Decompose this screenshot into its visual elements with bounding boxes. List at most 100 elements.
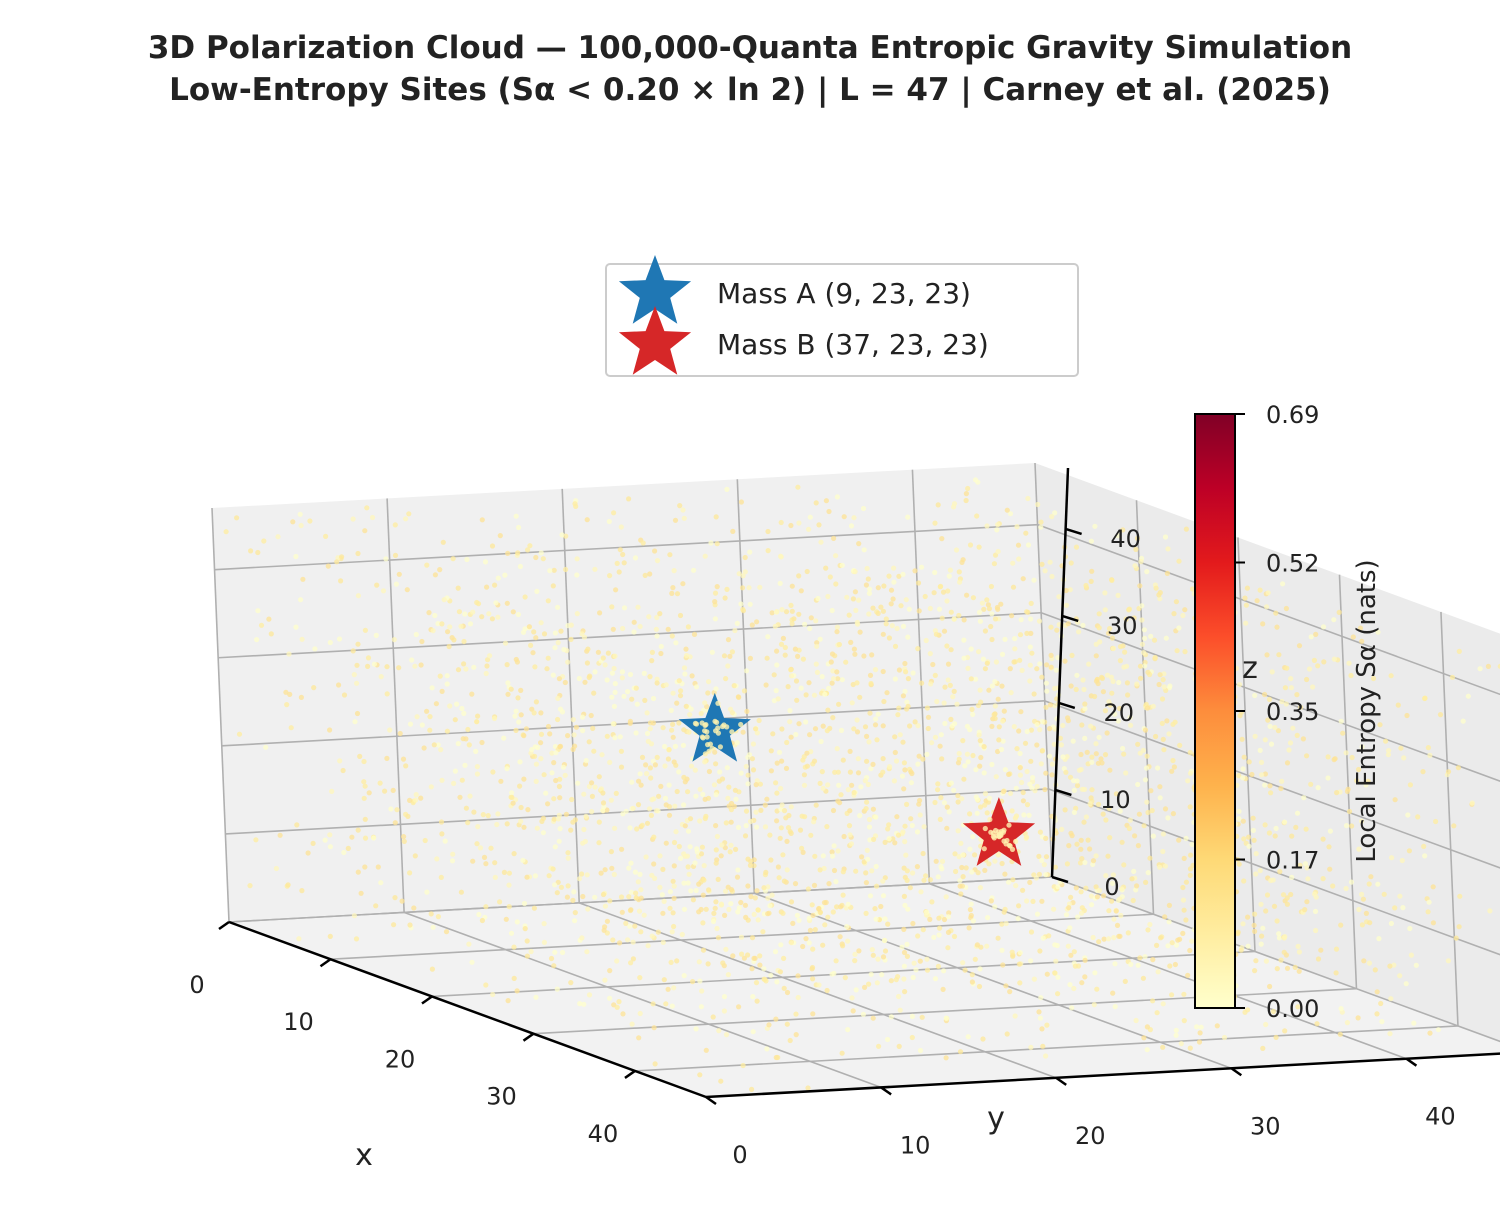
data-point <box>597 610 603 616</box>
data-point <box>1295 943 1301 950</box>
data-point <box>829 971 835 977</box>
data-point <box>676 720 682 726</box>
data-point <box>644 820 651 826</box>
data-point <box>503 916 509 922</box>
data-point <box>850 1008 856 1014</box>
data-point <box>520 857 526 863</box>
data-point <box>325 563 331 569</box>
data-point <box>805 886 812 892</box>
data-point <box>736 905 742 911</box>
data-point <box>581 791 587 797</box>
data-point <box>989 723 995 730</box>
data-point <box>936 932 942 938</box>
data-point <box>541 772 547 778</box>
data-point <box>668 959 674 966</box>
data-point <box>1278 785 1284 792</box>
data-point <box>1089 902 1095 908</box>
data-point <box>791 616 797 622</box>
data-point <box>1366 881 1372 887</box>
data-point <box>1236 682 1243 688</box>
data-point <box>1150 703 1156 709</box>
data-point <box>1055 655 1061 661</box>
data-point <box>1406 848 1412 854</box>
data-point <box>982 628 989 634</box>
data-point <box>995 606 1001 612</box>
data-point <box>880 631 886 637</box>
data-point <box>808 615 814 621</box>
data-point <box>327 933 333 940</box>
data-point <box>1173 1032 1179 1038</box>
data-point <box>864 847 870 854</box>
data-point <box>880 608 887 614</box>
data-point <box>1131 868 1137 875</box>
data-point <box>660 910 666 916</box>
data-point <box>914 829 921 835</box>
data-point <box>1063 912 1070 918</box>
data-point <box>337 758 343 764</box>
data-point <box>439 831 445 837</box>
data-point <box>1264 652 1270 658</box>
data-point <box>968 646 974 652</box>
data-point <box>778 641 785 647</box>
data-point <box>948 716 954 723</box>
data-point <box>1047 726 1053 732</box>
data-point <box>735 867 741 873</box>
data-point <box>1037 1015 1043 1021</box>
y-tick-label: 20 <box>1075 1122 1106 1150</box>
data-point <box>1076 629 1082 635</box>
data-point <box>1001 909 1007 915</box>
data-point <box>1043 1053 1049 1059</box>
y-axis-label: y <box>987 1101 1005 1136</box>
data-point <box>355 869 361 875</box>
data-point <box>1296 968 1302 974</box>
data-point <box>1370 675 1377 682</box>
data-point <box>765 634 771 640</box>
data-point <box>686 729 692 735</box>
data-point <box>300 576 306 582</box>
data-point <box>1009 846 1016 853</box>
data-point <box>902 823 908 829</box>
data-point <box>1346 808 1353 815</box>
data-point <box>904 801 910 808</box>
grid-line <box>431 950 1256 998</box>
data-point <box>1144 705 1151 711</box>
data-point <box>391 922 397 928</box>
data-point <box>1014 746 1020 752</box>
data-point <box>1165 546 1171 552</box>
data-point <box>1109 690 1115 696</box>
data-point <box>728 819 734 825</box>
data-point <box>1282 685 1288 691</box>
grid-line <box>225 788 1049 835</box>
data-point <box>637 871 643 878</box>
data-point <box>1052 510 1058 516</box>
data-point <box>885 826 891 832</box>
data-point <box>1176 837 1182 843</box>
data-point <box>874 980 880 986</box>
data-point <box>383 556 389 562</box>
data-point <box>1378 1000 1384 1007</box>
data-point <box>1010 560 1016 566</box>
data-point <box>611 703 618 710</box>
z-tick-label: 30 <box>1107 612 1138 640</box>
data-point <box>776 749 783 755</box>
data-point <box>1283 605 1289 612</box>
data-point <box>508 930 515 936</box>
data-point <box>1433 818 1439 825</box>
data-point <box>447 703 453 709</box>
data-point <box>684 652 690 659</box>
data-point <box>1028 600 1034 607</box>
data-point <box>902 902 908 909</box>
data-point <box>996 737 1002 743</box>
data-point <box>772 623 778 630</box>
y-tick-label: 40 <box>1425 1103 1456 1131</box>
data-point <box>869 947 875 953</box>
data-point <box>1067 925 1073 931</box>
data-point <box>1449 674 1455 680</box>
data-point <box>1044 971 1050 977</box>
data-point <box>857 629 863 635</box>
data-point <box>713 728 719 734</box>
data-point <box>1333 946 1340 952</box>
data-point <box>935 781 941 787</box>
data-point <box>673 829 679 835</box>
data-point <box>377 780 383 786</box>
